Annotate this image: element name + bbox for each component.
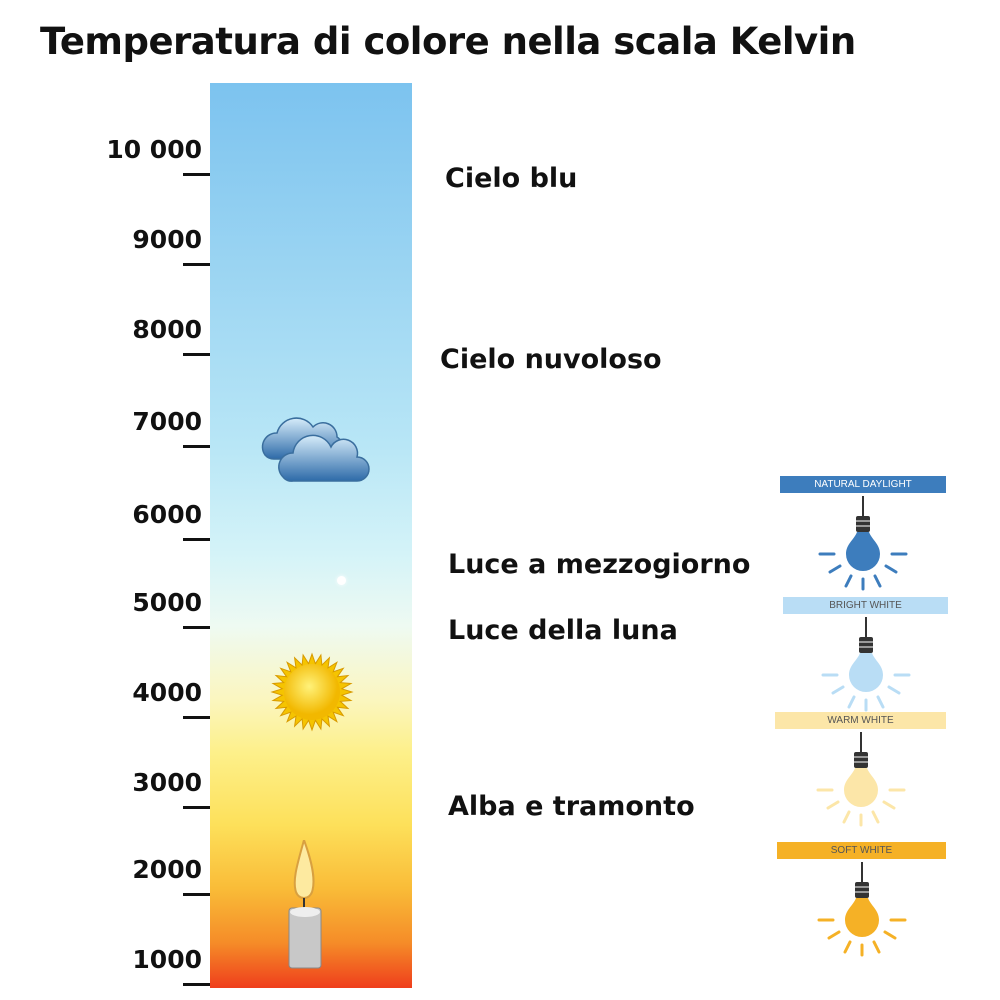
tick-label: 6000: [132, 500, 202, 529]
light-bulb-icon: [818, 496, 908, 591]
tick-mark: [183, 263, 210, 266]
category-label: Alba e tramonto: [448, 791, 695, 822]
tick-mark: [183, 538, 210, 541]
tick-mark: [183, 806, 210, 809]
tick-mark: [183, 893, 210, 896]
tick-mark: [183, 983, 210, 986]
category-label: Cielo blu: [445, 163, 578, 194]
tick-label: 1000: [132, 945, 202, 974]
tick-mark: [183, 626, 210, 629]
tick-mark: [183, 716, 210, 719]
bulb-label: SOFT WHITE: [777, 842, 946, 859]
tick-label: 7000: [132, 407, 202, 436]
tick-label: 10 000: [106, 135, 202, 164]
category-label: Luce della luna: [448, 615, 678, 646]
cloud-icon: [255, 415, 377, 490]
tick-label: 3000: [132, 768, 202, 797]
tick-mark: [183, 353, 210, 356]
tick-mark: [183, 445, 210, 448]
light-bulb-icon: [816, 732, 906, 827]
category-label: Luce a mezzogiorno: [448, 549, 751, 580]
bulb-label: WARM WHITE: [775, 712, 946, 729]
tick-mark: [183, 173, 210, 176]
tick-label: 2000: [132, 855, 202, 884]
bulb-label: NATURAL DAYLIGHT: [780, 476, 946, 493]
light-bulb-icon: [817, 862, 907, 957]
tick-label: 8000: [132, 315, 202, 344]
tick-label: 9000: [132, 225, 202, 254]
color-temperature-gradient-bar: [210, 83, 412, 988]
candle-icon: [282, 840, 328, 970]
page-title: Temperatura di colore nella scala Kelvin: [40, 20, 856, 63]
light-bulb-icon: [821, 617, 911, 712]
sun-icon: [266, 651, 358, 733]
tick-label: 5000: [132, 588, 202, 617]
tick-label: 4000: [132, 678, 202, 707]
bulb-label: BRIGHT WHITE: [783, 597, 948, 614]
star-icon: [337, 576, 346, 585]
category-label: Cielo nuvoloso: [440, 344, 662, 375]
